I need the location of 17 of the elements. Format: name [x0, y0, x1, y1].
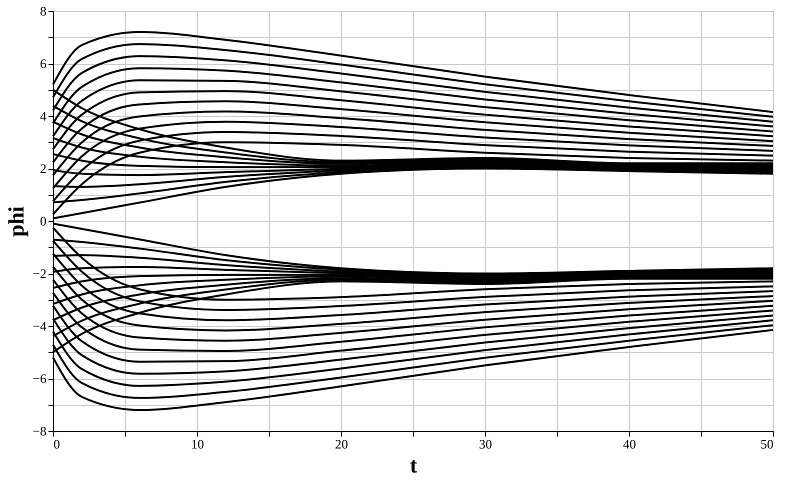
y-axis-title: phi	[4, 206, 29, 237]
y-tick-label: −4	[32, 318, 47, 334]
y-tick-label: 4	[40, 108, 47, 124]
x-axis-title: t	[410, 452, 418, 478]
x-tick-label: 40	[623, 436, 636, 452]
y-tick-label: −2	[32, 266, 46, 281]
x-tick-label: 0	[54, 436, 60, 452]
y-tick-label: 0	[40, 214, 46, 228]
y-tick-label: 2	[40, 161, 46, 176]
y-tick-label: −6	[32, 371, 47, 386]
y-tick-label: 8	[40, 4, 46, 18]
x-tick-label: 30	[479, 436, 492, 452]
x-tick-label: 20	[335, 436, 348, 452]
x-tick-label: 10	[191, 436, 204, 452]
y-tick-label: 6	[40, 56, 47, 71]
x-tick-label: 50	[760, 436, 774, 452]
y-tick-label: −8	[32, 424, 46, 438]
